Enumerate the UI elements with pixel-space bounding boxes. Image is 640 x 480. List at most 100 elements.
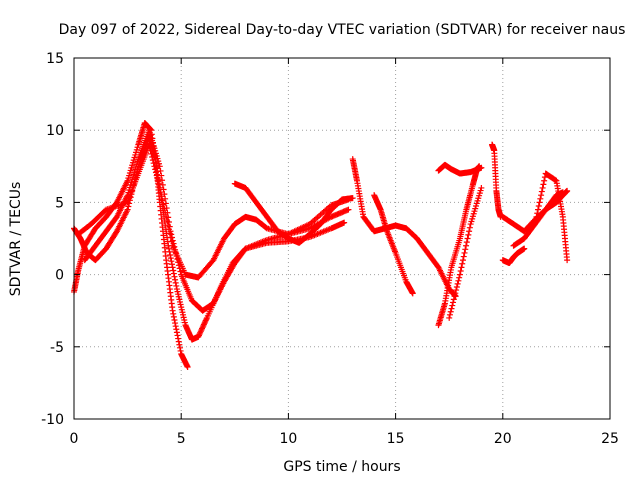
data-point-plus	[147, 147, 154, 154]
data-point-plus	[169, 237, 176, 244]
data-point-plus	[172, 323, 179, 330]
data-point-plus	[156, 163, 163, 170]
data-point-plus	[157, 189, 164, 196]
y-tick-label: 10	[46, 123, 64, 139]
data-point-plus	[457, 267, 464, 274]
data-point-plus	[458, 264, 465, 271]
data-point-plus	[478, 184, 485, 191]
data-point-plus	[176, 341, 183, 348]
data-point-plus	[540, 181, 547, 188]
data-point-plus	[174, 332, 181, 339]
data-point-plus	[125, 203, 132, 210]
data-point-plus	[466, 224, 473, 231]
data-point-plus	[202, 317, 209, 324]
data-point-plus	[173, 282, 180, 289]
data-point-plus	[460, 253, 467, 260]
data-point-plus	[463, 239, 470, 246]
series-track-12	[499, 245, 528, 267]
x-tick-label: 5	[177, 431, 186, 447]
data-point-plus	[197, 329, 204, 336]
data-point-plus	[165, 226, 172, 233]
data-point-plus	[172, 320, 179, 327]
data-point-plus	[198, 326, 205, 333]
data-point-plus	[341, 219, 348, 226]
data-point-plus	[448, 305, 455, 312]
x-tick-label: 20	[494, 431, 512, 447]
data-point-plus	[478, 164, 485, 171]
data-points	[71, 119, 571, 371]
data-point-plus	[155, 178, 162, 185]
data-point-plus	[168, 258, 175, 265]
data-point-plus	[167, 255, 174, 262]
data-point-plus	[172, 276, 179, 283]
data-point-plus	[149, 154, 156, 161]
data-point-plus	[201, 320, 208, 327]
data-point-plus	[171, 316, 178, 323]
y-tick-label: 0	[55, 268, 64, 284]
data-point-plus	[160, 201, 167, 208]
series-track-14	[531, 170, 571, 264]
series-track-9	[446, 184, 485, 321]
data-point-plus	[165, 245, 172, 252]
x-axis-label: GPS time / hours	[283, 459, 400, 475]
y-axis-label: SDTVAR / TECUs	[8, 182, 24, 297]
data-point-plus	[196, 331, 203, 338]
data-point-plus	[345, 206, 352, 213]
y-tick-label: -5	[50, 340, 64, 356]
data-point-plus	[170, 313, 177, 320]
data-point-plus	[197, 328, 204, 335]
data-point-plus	[173, 326, 180, 333]
data-point-plus	[462, 246, 469, 253]
data-point-plus	[172, 279, 179, 286]
data-point-plus	[148, 150, 155, 157]
data-point-plus	[202, 318, 209, 325]
data-point-plus	[157, 167, 164, 174]
data-point-plus	[456, 274, 463, 281]
data-point-plus	[461, 249, 468, 256]
data-point-plus	[454, 280, 461, 287]
data-point-plus	[152, 166, 159, 173]
data-point-plus	[152, 169, 159, 176]
plot-frame	[73, 57, 611, 420]
data-point-plus	[173, 329, 180, 336]
data-point-plus	[165, 222, 172, 229]
data-point-plus	[149, 157, 156, 164]
data-point-plus	[538, 192, 545, 199]
axis-ticks: 0 5 10 15 20 25 -10 -5 0 5 10 15	[41, 51, 619, 447]
data-point-plus	[559, 189, 566, 196]
data-point-plus	[446, 311, 453, 318]
data-point-plus	[409, 290, 416, 297]
data-point-plus	[195, 332, 202, 339]
series-track-15	[499, 189, 566, 235]
data-point-plus	[169, 264, 176, 271]
data-point-plus	[449, 302, 456, 309]
data-point-plus	[151, 163, 158, 170]
data-point-plus	[170, 310, 177, 317]
x-tick-label: 0	[70, 431, 79, 447]
data-point-plus	[200, 322, 207, 329]
data-point-plus	[464, 235, 471, 242]
series-track-10	[435, 161, 485, 177]
data-point-plus	[450, 299, 457, 306]
data-point-plus	[541, 177, 548, 184]
data-point-plus	[124, 206, 131, 213]
data-point-plus	[453, 283, 460, 290]
data-point-plus	[535, 203, 542, 210]
data-point-plus	[203, 316, 210, 323]
data-point-plus	[175, 338, 182, 345]
data-point-plus	[146, 144, 153, 151]
data-point-plus	[153, 172, 160, 179]
data-point-plus	[176, 344, 183, 351]
data-point-plus	[463, 242, 470, 249]
data-point-plus	[564, 187, 571, 194]
data-point-plus	[164, 217, 171, 224]
data-point-plus	[177, 268, 184, 275]
x-tick-label: 15	[387, 431, 405, 447]
data-point-plus	[539, 184, 546, 191]
data-point-plus	[169, 307, 176, 314]
x-tick-label: 10	[279, 431, 297, 447]
data-point-plus	[199, 324, 206, 331]
data-point-plus	[459, 257, 466, 264]
data-point-plus	[450, 296, 457, 303]
